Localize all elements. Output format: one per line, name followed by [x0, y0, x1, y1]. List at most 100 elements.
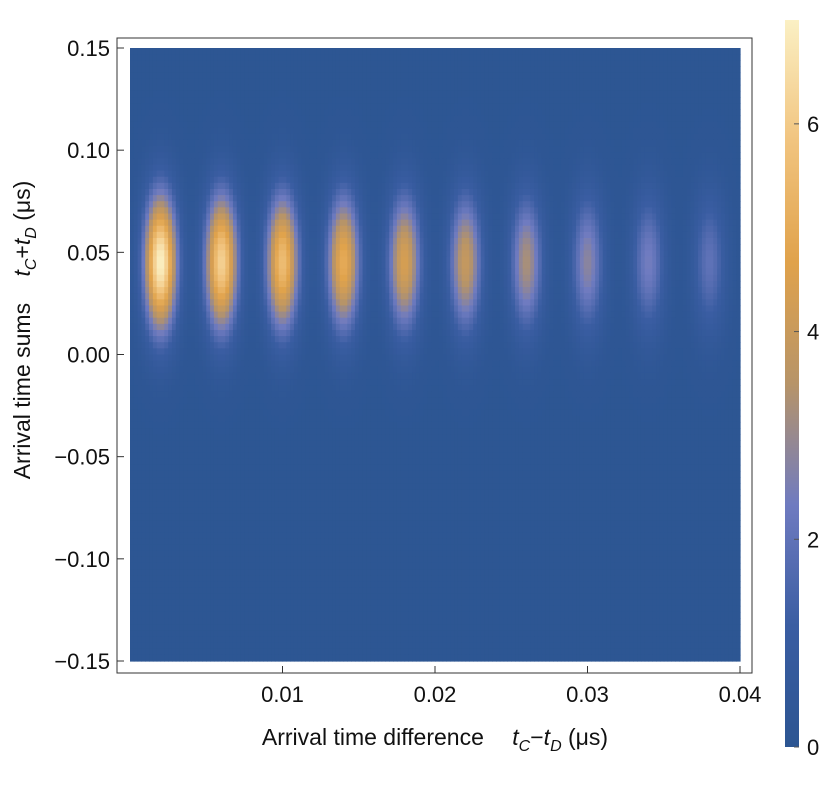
- heatmap-cell: [427, 225, 432, 233]
- heatmap-cell: [663, 201, 669, 208]
- heatmap-cell: [274, 133, 280, 141]
- heatmap-cell: [381, 201, 387, 208]
- heatmap-cell: [252, 188, 257, 196]
- heatmap-cell: [732, 158, 737, 166]
- heatmap-cell: [541, 219, 547, 227]
- heatmap-cell: [610, 90, 615, 98]
- heatmap-cell: [271, 54, 276, 61]
- heatmap-cell: [701, 158, 707, 166]
- heatmap-cell: [507, 213, 512, 221]
- heatmap-cell: [480, 72, 486, 80]
- heatmap-cell: [332, 121, 337, 129]
- heatmap-cell: [694, 97, 699, 104]
- heatmap-cell: [217, 225, 223, 233]
- heatmap-cell: [320, 103, 326, 110]
- heatmap-cell: [431, 176, 436, 184]
- heatmap-cell: [728, 176, 733, 184]
- heatmap-cell: [457, 60, 463, 67]
- heatmap-cell: [438, 90, 444, 98]
- heatmap-cell: [366, 66, 371, 74]
- heatmap-cell: [198, 109, 204, 117]
- heatmap-cell: [175, 66, 181, 74]
- heatmap-cell: [686, 231, 692, 239]
- heatmap-cell: [164, 213, 169, 221]
- heatmap-cell: [446, 170, 451, 178]
- heatmap-cell: [469, 90, 474, 98]
- heatmap-cell: [469, 188, 474, 196]
- heatmap-cell: [282, 176, 287, 184]
- heatmap-cell: [400, 54, 406, 61]
- heatmap-cell: [442, 139, 448, 147]
- heatmap-cell: [572, 219, 577, 227]
- heatmap-cell: [663, 219, 669, 227]
- heatmap-cell: [671, 188, 676, 196]
- heatmap-cell: [732, 195, 737, 202]
- heatmap-cell: [427, 207, 432, 215]
- heatmap-cell: [431, 60, 436, 67]
- heatmap-cell: [149, 84, 154, 92]
- heatmap-cell: [179, 146, 184, 153]
- heatmap-cell: [705, 176, 711, 184]
- heatmap-cell: [358, 54, 364, 61]
- heatmap-cell: [614, 109, 619, 117]
- heatmap-cell: [614, 84, 619, 92]
- heatmap-cell: [293, 54, 299, 61]
- heatmap-cell: [438, 54, 444, 61]
- heatmap-cell: [145, 72, 150, 80]
- heatmap-cell: [637, 121, 642, 129]
- heatmap-cell: [473, 164, 478, 172]
- heatmap-cell: [637, 182, 642, 190]
- heatmap-cell: [400, 170, 406, 178]
- heatmap-cell: [347, 213, 352, 221]
- heatmap-cell: [717, 176, 722, 184]
- heatmap-cell: [724, 127, 730, 135]
- heatmap-cell: [377, 219, 383, 227]
- heatmap-cell: [438, 97, 444, 104]
- heatmap-cell: [240, 152, 245, 159]
- heatmap-cell: [537, 66, 543, 74]
- heatmap-cell: [332, 225, 337, 233]
- heatmap-cell: [515, 219, 520, 227]
- heatmap-cell: [515, 54, 520, 61]
- heatmap-cell: [267, 176, 272, 184]
- heatmap-cell: [313, 133, 318, 141]
- heatmap-cell: [537, 207, 543, 215]
- heatmap-cell: [370, 78, 375, 86]
- heatmap-cell: [415, 78, 421, 86]
- heatmap-cell: [229, 90, 234, 98]
- heatmap-cell: [602, 207, 608, 215]
- heatmap-cell: [301, 176, 306, 184]
- heatmap-cell: [545, 60, 550, 67]
- heatmap-cell: [572, 78, 577, 86]
- heatmap-cell: [332, 176, 337, 184]
- heatmap-cell: [610, 188, 615, 196]
- heatmap-cell: [663, 146, 669, 153]
- heatmap-cell: [686, 90, 692, 98]
- heatmap-cell: [377, 201, 383, 208]
- heatmap-cell: [404, 201, 409, 208]
- heatmap-cell: [476, 115, 482, 123]
- heatmap-cell: [206, 238, 211, 245]
- heatmap-cell: [332, 219, 337, 227]
- heatmap-cell: [465, 103, 470, 110]
- heatmap-cell: [450, 66, 455, 74]
- heatmap-cell: [194, 152, 200, 159]
- heatmap-cell: [137, 60, 143, 67]
- heatmap-cell: [473, 84, 478, 92]
- heatmap-cell: [492, 48, 497, 55]
- heatmap-cell: [328, 213, 333, 221]
- heatmap-cell: [282, 127, 287, 135]
- heatmap-cell: [457, 170, 463, 178]
- heatmap-cell: [633, 176, 638, 184]
- heatmap-cell: [656, 97, 661, 104]
- heatmap-cell: [614, 60, 619, 67]
- heatmap-cell: [644, 195, 650, 202]
- heatmap-cell: [297, 176, 303, 184]
- heatmap-cell: [492, 231, 497, 239]
- heatmap-cell: [164, 103, 169, 110]
- heatmap-cell: [164, 115, 169, 123]
- heatmap-cell: [221, 48, 226, 55]
- heatmap-cell: [198, 48, 204, 55]
- heatmap-cell: [507, 109, 512, 117]
- heatmap-cell: [191, 78, 196, 86]
